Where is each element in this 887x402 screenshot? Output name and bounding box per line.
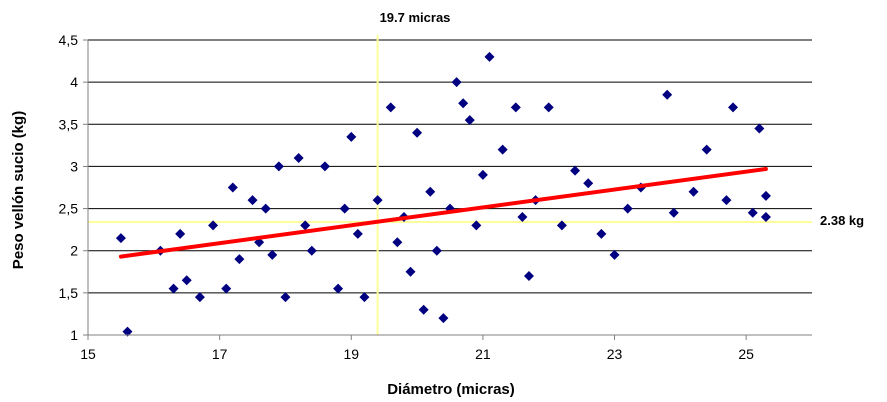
data-point (352, 228, 363, 239)
data-point (517, 212, 528, 222)
y-tick-label: 1,5 (59, 285, 79, 301)
data-point (701, 144, 712, 155)
data-point (115, 233, 126, 244)
data-point (510, 102, 521, 113)
data-point (405, 266, 416, 277)
data-point (333, 283, 344, 294)
data-point (451, 77, 462, 88)
data-point (688, 186, 699, 197)
data-point (431, 245, 442, 256)
data-point (300, 220, 311, 231)
data-point (247, 195, 258, 206)
y-tick-label: 3,5 (59, 116, 79, 132)
data-point (583, 178, 594, 189)
data-point (425, 186, 436, 197)
y-tick-label: 4,5 (59, 32, 79, 48)
data-point (747, 207, 758, 218)
data-point (267, 249, 278, 260)
data-point (596, 228, 607, 239)
data-point (609, 249, 620, 260)
reference-lines (88, 35, 812, 335)
x-tick-label: 19 (343, 346, 359, 362)
data-point (523, 271, 534, 281)
x-axis-ticks: 15 17 19 21 23 25 (80, 335, 754, 362)
x-tick-label: 15 (80, 346, 96, 362)
data-point (754, 123, 765, 134)
data-point (260, 203, 271, 214)
x-tick-label: 25 (738, 346, 754, 362)
data-point (346, 131, 357, 142)
data-point (418, 304, 429, 315)
data-point (122, 326, 133, 337)
data-point (234, 254, 245, 265)
data-point (543, 102, 554, 113)
data-point (556, 220, 567, 231)
data-point (721, 195, 732, 206)
trend-line-group (118, 166, 768, 259)
data-point (760, 190, 771, 201)
y-tick-label: 2 (70, 243, 78, 259)
y-tick-label: 2,5 (59, 201, 79, 217)
data-point (319, 161, 330, 172)
x-reference-label: 19.7 micras (380, 10, 451, 25)
data-point (181, 275, 192, 286)
data-point (168, 283, 179, 294)
data-point (372, 195, 383, 206)
data-point (477, 169, 488, 180)
data-point (471, 220, 482, 231)
data-point (221, 283, 232, 294)
x-tick-label: 21 (475, 346, 491, 362)
y-axis-title: Peso vellón sucio (kg) (10, 111, 27, 269)
data-point (760, 212, 771, 222)
data-point (570, 165, 581, 176)
data-point (273, 161, 284, 172)
data-point (293, 153, 304, 163)
y-tick-label: 1 (70, 327, 78, 343)
data-point (254, 237, 265, 248)
data-point (392, 237, 403, 248)
data-point (412, 127, 423, 138)
x-tick-label: 17 (212, 346, 228, 362)
data-point (385, 102, 396, 113)
y-axis-ticks: 1 1,5 2 2,5 3 3,5 4 4,5 (59, 32, 88, 343)
trend-line (118, 166, 768, 259)
data-point (484, 51, 495, 62)
data-point (438, 313, 449, 324)
data-point (662, 89, 673, 100)
x-tick-label: 23 (607, 346, 623, 362)
plot-frame (87, 40, 812, 336)
data-point (306, 245, 317, 256)
data-point (622, 203, 633, 214)
data-point (208, 220, 219, 231)
data-point (464, 115, 475, 126)
data-point (728, 102, 739, 113)
data-point (339, 203, 350, 214)
data-point (458, 98, 469, 109)
data-point (280, 292, 291, 303)
data-point (497, 144, 508, 155)
x-axis-title: Diámetro (micras) (387, 381, 515, 398)
data-point (227, 182, 238, 193)
data-point (359, 292, 370, 303)
data-point (175, 228, 186, 239)
data-point (194, 292, 205, 303)
data-point (668, 207, 679, 218)
y-reference-label: 2.38 kg (820, 213, 864, 228)
y-tick-label: 4 (70, 74, 78, 90)
y-tick-label: 3 (70, 158, 78, 174)
